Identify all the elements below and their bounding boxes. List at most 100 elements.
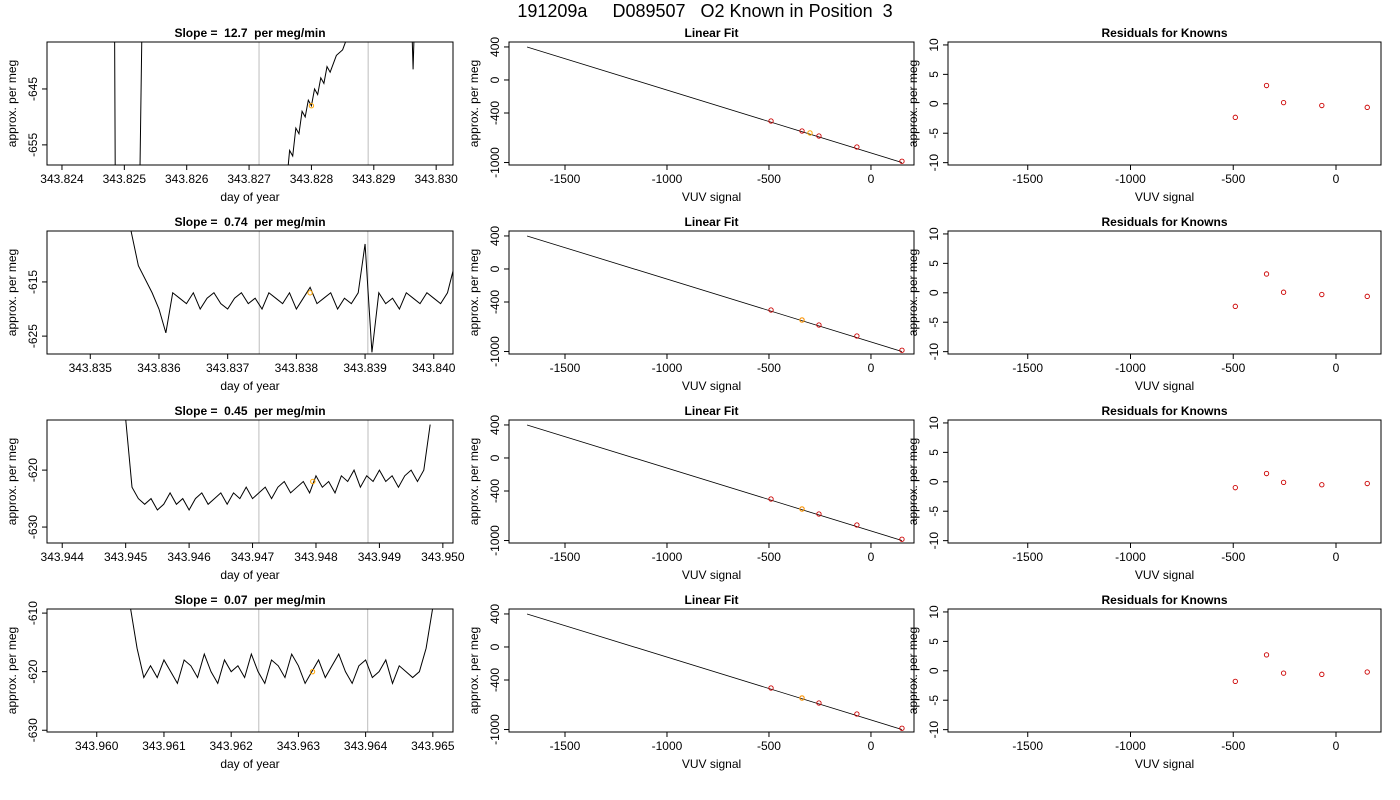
- y-tick-label: -5: [927, 317, 941, 328]
- x-axis-label: day of year: [220, 190, 279, 204]
- x-axis-label: VUV signal: [1135, 190, 1194, 204]
- data-point: [1232, 678, 1238, 685]
- highlight-point: [309, 668, 316, 675]
- y-tick-label: 400: [488, 415, 502, 435]
- panel: Residuals for Knowns VUV signal approx. pe…: [906, 26, 1382, 204]
- y-tick-label: -610: [26, 601, 40, 625]
- y-tick-label: 5: [927, 260, 941, 267]
- y-tick-label: 0: [927, 667, 941, 674]
- y-tick-label: 10: [927, 38, 941, 52]
- plot-area: [1232, 470, 1370, 491]
- x-tick-label: 343.944: [41, 550, 85, 564]
- plot-area: [526, 235, 905, 353]
- x-tick-label: 343.838: [275, 361, 319, 375]
- data-point: [854, 522, 860, 528]
- x-tick-label: 343.829: [352, 172, 396, 186]
- panel: Linear Fit VUV signal approx. per meg -1500…: [467, 215, 915, 393]
- x-tick-label: -1500: [1012, 739, 1043, 753]
- x-tick-label: 343.946: [167, 550, 211, 564]
- data-point: [1280, 99, 1287, 106]
- plot-frame: [46, 419, 454, 544]
- y-axis-label: approx. per meg: [906, 627, 920, 714]
- plot-frame: [46, 608, 454, 733]
- plot-frame: [46, 41, 454, 166]
- y-tick-label: -630: [26, 515, 40, 539]
- data-point: [1263, 470, 1270, 477]
- x-axis-label: VUV signal: [1135, 568, 1194, 582]
- y-tick-label: 0: [927, 289, 941, 296]
- y-tick-label: 0: [927, 478, 941, 485]
- panel-title: Slope = 0.45 per meg/min: [174, 404, 325, 418]
- data-point: [1319, 102, 1325, 109]
- y-tick-label: 0: [927, 100, 941, 107]
- y-tick-label: -630: [26, 718, 40, 742]
- panel: Slope = 0.07 per meg/min day of year appro…: [5, 593, 455, 771]
- plot-frame: [46, 230, 454, 355]
- panel: Slope = 0.74 per meg/min day of year appro…: [5, 215, 456, 393]
- y-tick-label: -1000: [488, 336, 502, 367]
- plot-area: [130, 231, 453, 354]
- panel: Residuals for Knowns VUV signal approx. pe…: [906, 593, 1382, 771]
- data-point: [1364, 104, 1370, 110]
- y-axis-label: approx. per meg: [467, 249, 481, 336]
- x-tick-label: 343.826: [165, 172, 209, 186]
- plot-frame: [508, 419, 915, 544]
- plot-frame: [508, 41, 915, 166]
- x-tick-label: 343.950: [421, 550, 465, 564]
- y-tick-label: -625: [26, 324, 40, 348]
- x-axis-label: VUV signal: [682, 190, 741, 204]
- x-axis-label: VUV signal: [1135, 757, 1194, 771]
- y-axis-label: approx. per meg: [906, 438, 920, 525]
- x-axis-label: day of year: [220, 568, 279, 582]
- panel-title: Linear Fit: [684, 26, 738, 40]
- data-point: [854, 333, 860, 339]
- data-point: [1280, 289, 1287, 295]
- x-tick-label: 0: [868, 361, 875, 375]
- x-tick-label: -1500: [550, 361, 581, 375]
- panel-title: Residuals for Knowns: [1101, 593, 1227, 607]
- x-tick-label: -1500: [1012, 361, 1043, 375]
- panel: Slope = 0.45 per meg/min day of year appro…: [5, 404, 465, 582]
- y-tick-label: -620: [26, 458, 40, 482]
- y-tick-label: -615: [26, 270, 40, 294]
- plot-area: [1232, 271, 1370, 309]
- y-tick-label: -1000: [488, 147, 502, 178]
- y-tick-label: -10: [927, 154, 941, 172]
- x-tick-label: 343.945: [104, 550, 148, 564]
- x-tick-label: 0: [868, 550, 875, 564]
- data-point: [1319, 482, 1325, 488]
- x-tick-label: 343.949: [358, 550, 402, 564]
- data-line: [287, 42, 415, 165]
- y-tick-label: -10: [927, 343, 941, 361]
- y-tick-label: 5: [927, 449, 941, 456]
- data-point: [1364, 293, 1370, 299]
- y-tick-label: -5: [927, 506, 941, 517]
- y-tick-label: 0: [488, 76, 502, 83]
- x-tick-label: 0: [1333, 172, 1340, 186]
- fit-line: [526, 424, 903, 541]
- x-tick-label: -500: [757, 550, 781, 564]
- fit-line: [526, 46, 903, 163]
- x-tick-label: 0: [1333, 550, 1340, 564]
- panel-title: Residuals for Knowns: [1101, 215, 1227, 229]
- y-tick-label: 400: [488, 604, 502, 624]
- panel-title: Slope = 12.7 per meg/min: [174, 26, 325, 40]
- x-tick-label: 343.825: [103, 172, 147, 186]
- y-tick-label: -10: [927, 532, 941, 550]
- y-tick-label: 10: [927, 416, 941, 430]
- y-tick-label: 0: [488, 454, 502, 461]
- x-tick-label: 343.960: [75, 739, 119, 753]
- panel: Residuals for Knowns VUV signal approx. pe…: [906, 215, 1382, 393]
- x-tick-label: -1500: [550, 172, 581, 186]
- panel: Linear Fit VUV signal approx. per meg -1500…: [467, 26, 915, 204]
- panel-title: Residuals for Knowns: [1101, 26, 1227, 40]
- x-tick-label: -1000: [652, 361, 683, 375]
- x-tick-label: 343.965: [411, 739, 455, 753]
- x-tick-label: -1000: [1115, 550, 1146, 564]
- x-tick-label: 343.835: [69, 361, 113, 375]
- x-tick-label: 343.839: [343, 361, 387, 375]
- panel: Linear Fit VUV signal approx. per meg -1500…: [467, 404, 915, 582]
- x-tick-label: 0: [868, 739, 875, 753]
- plot-area: [526, 613, 905, 731]
- x-axis-label: VUV signal: [682, 568, 741, 582]
